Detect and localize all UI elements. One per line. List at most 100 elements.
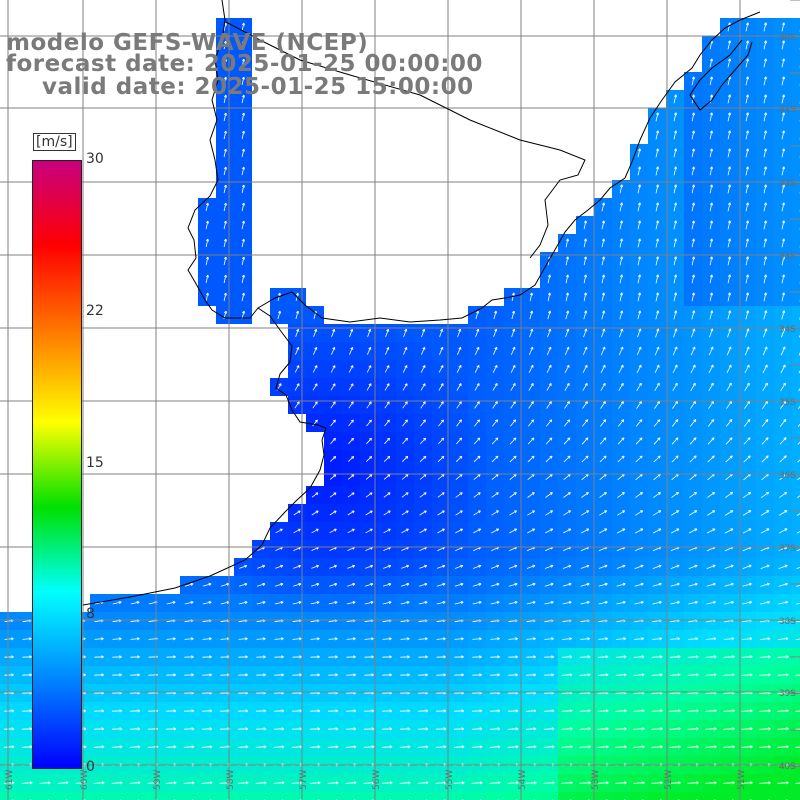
wind-arrow	[436, 709, 447, 713]
wind-arrow	[511, 292, 515, 302]
wind-arrow	[39, 781, 51, 785]
wind-arrow	[311, 528, 319, 534]
wind-cell-230	[792, 306, 800, 324]
wind-arrow	[725, 419, 733, 427]
wind-arrow	[183, 727, 195, 731]
wind-arrow	[93, 727, 105, 731]
wind-arrow	[312, 419, 318, 427]
lon-label-9: 52W	[664, 770, 674, 790]
wind-arrow	[330, 456, 337, 462]
wind-arrow	[527, 528, 536, 534]
wind-arrow	[691, 328, 696, 338]
wind-arrow	[184, 582, 194, 587]
wind-cell-1173	[216, 792, 234, 800]
wind-cell-1198	[666, 792, 684, 800]
wind-arrow	[781, 76, 786, 86]
colorbar-unit: [m/s]	[33, 133, 76, 151]
wind-arrow	[615, 727, 627, 731]
wind-arrow	[205, 274, 209, 284]
wind-arrow	[723, 745, 735, 749]
wind-arrow	[655, 292, 660, 302]
wind-arrow	[709, 166, 714, 176]
wind-arrow	[22, 655, 32, 659]
wind-arrow	[529, 310, 534, 320]
wind-arrow	[777, 727, 789, 731]
wind-arrow	[673, 184, 678, 194]
wind-arrow	[293, 564, 302, 569]
wind-arrow	[601, 238, 606, 248]
coastline-segment-3	[689, 39, 753, 111]
wind-arrow	[653, 492, 661, 498]
wind-arrow	[438, 437, 445, 445]
wind-cell-288	[792, 342, 800, 360]
wind-arrow	[763, 202, 768, 212]
wind-cell-1192	[558, 792, 576, 800]
lon-label-7: 54W	[518, 770, 528, 790]
wind-arrow	[745, 256, 750, 266]
coastline-segment-1	[257, 11, 761, 323]
wind-arrow	[637, 328, 642, 338]
wind-arrow	[796, 584, 800, 587]
wind-arrow	[491, 437, 499, 445]
wind-arrow	[111, 745, 123, 749]
wind-arrow	[725, 455, 733, 463]
wind-arrow	[763, 184, 768, 194]
wind-arrow	[112, 709, 123, 713]
wind-arrow	[183, 745, 195, 749]
wind-cell-63	[792, 126, 800, 144]
wind-cell-1184	[414, 792, 432, 800]
wind-arrow	[292, 655, 302, 659]
wind-cell-1162	[18, 792, 36, 800]
wind-arrow	[781, 22, 786, 32]
wind-arrow	[402, 365, 408, 373]
wind-arrow	[762, 346, 768, 356]
wind-arrow	[417, 781, 429, 785]
wind-arrow	[709, 310, 714, 320]
wind-arrow	[112, 637, 122, 641]
wind-arrow	[184, 655, 194, 659]
wind-arrow	[708, 382, 714, 392]
wind-arrow	[727, 40, 732, 50]
wind-arrow	[346, 582, 356, 587]
lon-label-5: 56W	[372, 770, 382, 790]
wind-arrow	[456, 437, 463, 445]
wind-arrow	[400, 600, 410, 605]
wind-arrow	[402, 383, 408, 391]
wind-arrow	[619, 256, 624, 266]
wind-arrow	[727, 184, 732, 194]
wind-arrow	[223, 148, 227, 158]
wind-arrow	[759, 637, 771, 641]
wind-cell-1189	[504, 792, 522, 800]
wind-arrow	[563, 419, 571, 427]
wind-arrow	[473, 437, 481, 445]
wind-arrow	[382, 709, 393, 713]
wind-cell-148	[792, 234, 800, 252]
wind-arrow	[655, 274, 660, 284]
wind-arrow	[744, 346, 750, 356]
wind-cell-1171	[180, 792, 198, 800]
wind-arrow	[75, 781, 87, 785]
wind-arrow	[490, 637, 500, 641]
wind-arrow	[366, 383, 372, 391]
wind-arrow	[777, 655, 789, 659]
wind-arrow	[439, 346, 444, 355]
wind-arrow	[655, 328, 660, 338]
wind-arrow	[401, 528, 409, 534]
wind-arrow	[745, 274, 750, 284]
wind-arrow	[796, 620, 800, 623]
wind-arrow	[367, 328, 372, 337]
wind-arrow	[635, 419, 643, 427]
wind-arrow	[327, 727, 339, 731]
wind-arrow	[348, 437, 354, 445]
wind-arrow	[294, 383, 300, 391]
wind-arrow	[328, 600, 338, 605]
wind-arrow	[274, 709, 285, 713]
wind-arrow	[762, 382, 768, 392]
wind-arrow	[293, 528, 301, 534]
wind-arrow	[94, 673, 104, 677]
wind-arrow	[471, 745, 483, 749]
wind-arrow	[347, 492, 355, 498]
wind-arrow	[618, 401, 624, 409]
wind-arrow	[309, 745, 321, 749]
